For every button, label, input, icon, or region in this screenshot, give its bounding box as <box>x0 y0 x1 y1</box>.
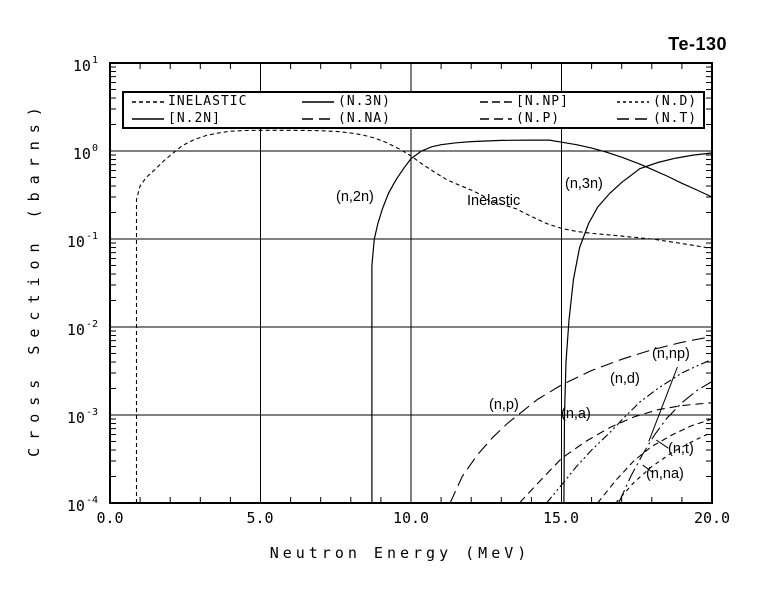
legend-item-nd: (N.D) <box>616 93 703 110</box>
x-tick-label: 15.0 <box>542 509 580 527</box>
y-tick-label: 10-3 <box>42 404 98 427</box>
leader-line-nna <box>642 464 654 474</box>
curve-nna <box>615 431 713 504</box>
x-tick-label: 10.0 <box>392 509 430 527</box>
curve-inelastic <box>135 129 713 503</box>
legend-item-label: (N.T) <box>653 111 698 126</box>
legend-line-sample <box>132 100 164 103</box>
curve-np <box>449 335 713 504</box>
y-axis-title: Cross Section (barns) <box>25 99 43 457</box>
y-tick-base: 10 <box>66 409 85 427</box>
y-tick-exponent: -3 <box>85 407 98 418</box>
y-tick-exponent: 0 <box>91 143 98 154</box>
curve-label-nnp: (n,np) <box>652 346 690 362</box>
y-tick-base: 10 <box>66 321 85 339</box>
legend-item-label: [N.2N] <box>168 111 221 126</box>
curve-label-nna: (n,na) <box>646 466 684 482</box>
leader-line-nt <box>656 439 669 449</box>
legend-item-label: (N.P) <box>516 111 561 126</box>
y-tick-exponent: -4 <box>85 495 98 506</box>
legend-line-sample <box>480 117 512 120</box>
chart-title: Te-130 <box>668 34 727 54</box>
leader-line-nnp <box>648 366 678 442</box>
legend-item-n3n: (N.3N) <box>301 93 479 110</box>
x-tick-label: 5.0 <box>246 509 274 527</box>
legend-line-sample <box>480 100 512 103</box>
legend-item-label: (N.D) <box>653 94 698 109</box>
curve-label-nt: (n,t) <box>668 441 694 457</box>
legend-item-np: (N.P) <box>479 110 616 127</box>
curve-label-np: (n,p) <box>489 397 519 413</box>
curve-label-n2n: (n,2n) <box>336 189 374 205</box>
legend-item-nt: (N.T) <box>616 110 703 127</box>
curve-nt <box>597 418 713 504</box>
legend-line-sample <box>302 100 334 103</box>
legend-line-sample <box>302 117 334 120</box>
y-tick-label: 10-4 <box>42 492 98 515</box>
legend-line-sample <box>132 117 164 120</box>
curve-label-na: (n,a) <box>561 406 591 422</box>
y-tick-label: 101 <box>42 52 98 75</box>
y-tick-label: 100 <box>42 140 98 163</box>
legend-item-label: INELASTIC <box>168 94 248 109</box>
x-tick-label: 0.0 <box>96 509 124 527</box>
y-tick-base: 10 <box>72 57 91 75</box>
curve-label-n3n: (n,3n) <box>565 176 603 192</box>
y-tick-exponent: -2 <box>85 319 98 330</box>
x-axis-title: Neutron Energy (MeV) <box>269 544 531 562</box>
y-tick-exponent: -1 <box>85 231 98 242</box>
y-tick-label: 10-1 <box>42 228 98 251</box>
plot-frame <box>109 62 713 504</box>
curve-label-nd: (n,d) <box>610 371 640 387</box>
curve-n2n <box>371 139 713 503</box>
y-tick-exponent: 1 <box>91 55 98 66</box>
legend-item-nnp: [N.NP] <box>479 93 616 110</box>
x-tick-label: 20.0 <box>693 509 731 527</box>
y-tick-base: 10 <box>66 233 85 251</box>
legend-item-nna: (N.NA) <box>301 110 479 127</box>
curve-label-inelastic: Inelastic <box>467 193 521 209</box>
legend-line-sample <box>617 117 649 120</box>
curve-n3n <box>563 152 713 504</box>
y-tick-label: 10-2 <box>42 316 98 339</box>
y-tick-base: 10 <box>72 145 91 163</box>
legend-item-label: (N.3N) <box>338 94 391 109</box>
curve-na <box>518 402 713 504</box>
legend-line-sample <box>617 100 649 103</box>
legend: INELASTIC (N.3N) [N.NP] (N.D) [N.2N] (N.… <box>122 91 705 129</box>
legend-item-label: (N.NA) <box>338 111 391 126</box>
curve-nd <box>546 358 713 504</box>
y-tick-base: 10 <box>66 497 85 515</box>
legend-item-label: [N.NP] <box>516 94 569 109</box>
legend-item-n2n: [N.2N] <box>131 110 301 127</box>
curve-nnp <box>618 381 713 504</box>
legend-item-inelastic: INELASTIC <box>131 93 301 110</box>
